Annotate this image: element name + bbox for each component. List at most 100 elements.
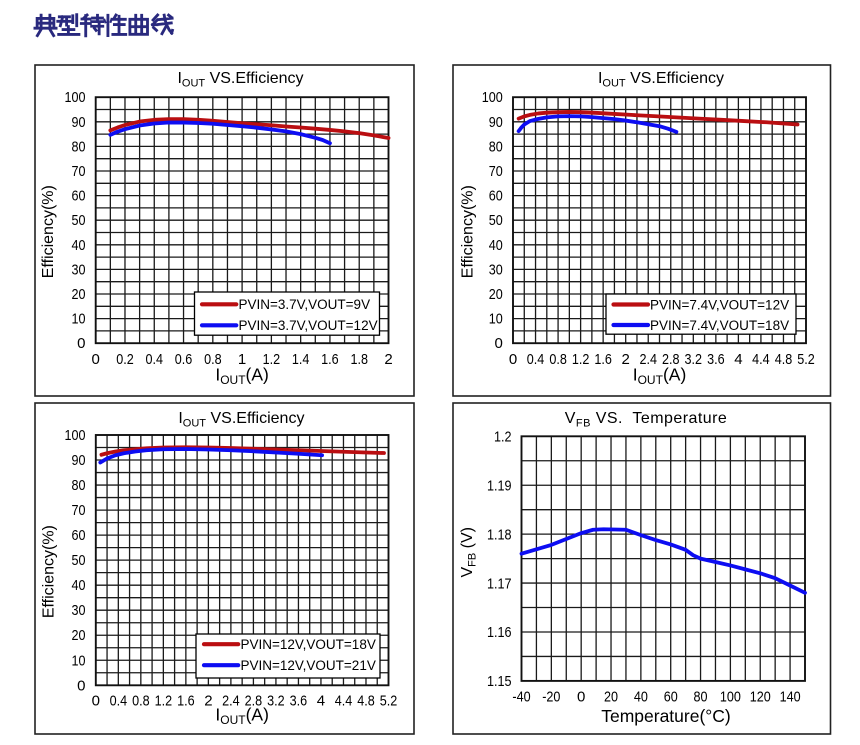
svg-text:50: 50 bbox=[71, 552, 85, 569]
svg-text:1.2: 1.2 bbox=[572, 351, 590, 368]
svg-text:4.4: 4.4 bbox=[752, 351, 770, 368]
svg-text:1.6: 1.6 bbox=[594, 351, 612, 368]
svg-text:0: 0 bbox=[77, 677, 85, 694]
svg-text:100: 100 bbox=[720, 688, 741, 705]
svg-text:80: 80 bbox=[489, 138, 503, 155]
svg-text:2: 2 bbox=[204, 692, 212, 709]
svg-text:60: 60 bbox=[489, 188, 503, 205]
svg-text:3.2: 3.2 bbox=[267, 692, 285, 709]
svg-text:0.8: 0.8 bbox=[132, 692, 150, 709]
svg-text:0: 0 bbox=[577, 688, 585, 705]
svg-text:Temperature(°C): Temperature(°C) bbox=[601, 706, 731, 726]
svg-text:IOUT(A): IOUT(A) bbox=[215, 365, 269, 388]
svg-text:PVIN=12V,VOUT=18V: PVIN=12V,VOUT=18V bbox=[241, 637, 376, 652]
svg-text:PVIN=3.7V,VOUT=9V: PVIN=3.7V,VOUT=9V bbox=[239, 297, 371, 312]
svg-text:10: 10 bbox=[489, 311, 503, 328]
svg-text:10: 10 bbox=[71, 311, 85, 328]
svg-text:80: 80 bbox=[71, 138, 85, 155]
svg-text:1.4: 1.4 bbox=[292, 351, 310, 368]
svg-text:0: 0 bbox=[92, 692, 100, 709]
svg-text:90: 90 bbox=[489, 114, 503, 131]
svg-text:0.8: 0.8 bbox=[204, 351, 222, 368]
svg-text:50: 50 bbox=[71, 212, 85, 229]
svg-text:3.6: 3.6 bbox=[707, 351, 725, 368]
svg-text:70: 70 bbox=[71, 502, 85, 519]
svg-text:4.8: 4.8 bbox=[775, 351, 793, 368]
svg-text:3.2: 3.2 bbox=[685, 351, 703, 368]
svg-text:1.2: 1.2 bbox=[263, 351, 281, 368]
svg-text:0.4: 0.4 bbox=[110, 692, 128, 709]
svg-text:-20: -20 bbox=[542, 688, 560, 705]
svg-text:PVIN=3.7V,VOUT=12V: PVIN=3.7V,VOUT=12V bbox=[239, 318, 378, 333]
svg-text:10: 10 bbox=[71, 652, 85, 669]
svg-text:80: 80 bbox=[694, 688, 708, 705]
svg-text:5.2: 5.2 bbox=[380, 692, 398, 709]
svg-text:1.6: 1.6 bbox=[177, 692, 195, 709]
svg-text:0.4: 0.4 bbox=[527, 351, 545, 368]
svg-text:40: 40 bbox=[71, 577, 85, 594]
svg-text:70: 70 bbox=[71, 163, 85, 180]
svg-text:20: 20 bbox=[489, 286, 503, 303]
svg-text:80: 80 bbox=[71, 477, 85, 494]
svg-text:100: 100 bbox=[482, 89, 503, 106]
svg-text:30: 30 bbox=[489, 261, 503, 278]
svg-text:2: 2 bbox=[622, 351, 630, 368]
svg-text:PVIN=7.4V,VOUT=12V: PVIN=7.4V,VOUT=12V bbox=[650, 297, 789, 312]
svg-text:2.4: 2.4 bbox=[639, 351, 657, 368]
svg-text:60: 60 bbox=[71, 188, 85, 205]
svg-text:0.6: 0.6 bbox=[175, 351, 193, 368]
svg-text:90: 90 bbox=[71, 452, 85, 469]
svg-text:0.2: 0.2 bbox=[116, 351, 134, 368]
svg-text:PVIN=12V,VOUT=21V: PVIN=12V,VOUT=21V bbox=[241, 658, 376, 673]
svg-text:1.2: 1.2 bbox=[155, 692, 173, 709]
svg-text:VFB (V): VFB (V) bbox=[459, 527, 479, 578]
svg-text:4: 4 bbox=[317, 692, 325, 709]
svg-text:120: 120 bbox=[750, 688, 771, 705]
svg-text:1.16: 1.16 bbox=[487, 624, 512, 641]
svg-text:140: 140 bbox=[780, 688, 801, 705]
svg-text:1.8: 1.8 bbox=[350, 351, 368, 368]
svg-text:1.17: 1.17 bbox=[487, 575, 512, 592]
svg-text:90: 90 bbox=[71, 114, 85, 131]
svg-text:20: 20 bbox=[71, 627, 85, 644]
svg-text:Efficiency(%): Efficiency(%) bbox=[40, 185, 57, 278]
svg-text:IOUT VS.Efficiency: IOUT VS.Efficiency bbox=[178, 410, 304, 430]
svg-text:0: 0 bbox=[509, 351, 517, 368]
svg-text:2: 2 bbox=[384, 351, 392, 368]
svg-text:60: 60 bbox=[71, 527, 85, 544]
svg-text:1: 1 bbox=[238, 351, 246, 368]
svg-text:1.18: 1.18 bbox=[487, 526, 512, 543]
svg-text:40: 40 bbox=[489, 237, 503, 254]
svg-text:50: 50 bbox=[489, 212, 503, 229]
svg-text:0: 0 bbox=[92, 351, 100, 368]
svg-text:IOUT VS.Efficiency: IOUT VS.Efficiency bbox=[598, 70, 724, 90]
svg-text:-40: -40 bbox=[512, 688, 530, 705]
svg-text:3.6: 3.6 bbox=[290, 692, 308, 709]
svg-text:0.8: 0.8 bbox=[549, 351, 567, 368]
svg-text:100: 100 bbox=[64, 427, 85, 444]
svg-text:2.4: 2.4 bbox=[222, 692, 240, 709]
svg-text:2.8: 2.8 bbox=[245, 692, 263, 709]
svg-text:0: 0 bbox=[494, 335, 502, 352]
svg-text:1.6: 1.6 bbox=[321, 351, 339, 368]
svg-text:100: 100 bbox=[64, 89, 85, 106]
svg-text:4.8: 4.8 bbox=[357, 692, 375, 709]
svg-text:4: 4 bbox=[734, 351, 742, 368]
svg-text:PVIN=7.4V,VOUT=18V: PVIN=7.4V,VOUT=18V bbox=[650, 318, 789, 333]
svg-text:40: 40 bbox=[71, 237, 85, 254]
svg-text:30: 30 bbox=[71, 261, 85, 278]
svg-text:1.15: 1.15 bbox=[487, 673, 512, 690]
svg-text:60: 60 bbox=[664, 688, 678, 705]
svg-text:40: 40 bbox=[634, 688, 648, 705]
svg-text:4.4: 4.4 bbox=[335, 692, 353, 709]
svg-text:0.4: 0.4 bbox=[146, 351, 164, 368]
svg-text:0: 0 bbox=[77, 335, 85, 352]
svg-text:30: 30 bbox=[71, 602, 85, 619]
svg-text:70: 70 bbox=[489, 163, 503, 180]
svg-text:Efficiency(%): Efficiency(%) bbox=[41, 525, 58, 618]
svg-text:IOUT VS.Efficiency: IOUT VS.Efficiency bbox=[177, 70, 303, 90]
svg-text:1.19: 1.19 bbox=[487, 477, 512, 494]
svg-text:Efficiency(%): Efficiency(%) bbox=[460, 185, 477, 278]
svg-text:20: 20 bbox=[604, 688, 618, 705]
svg-text:2.8: 2.8 bbox=[662, 351, 680, 368]
